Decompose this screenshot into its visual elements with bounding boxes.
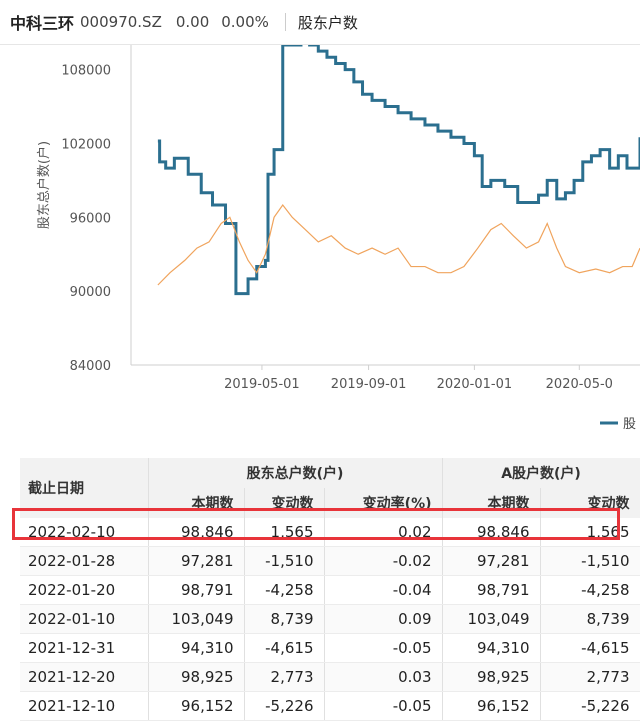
tab-shareholder-count[interactable]: 股东户数 [297, 13, 358, 32]
stock-change-pct: 0.00% [221, 13, 269, 31]
cell-a-change: -4,258 [540, 575, 640, 605]
shareholder-chart: 108000 102000 96000 90000 84000 2019-05-01 201… [0, 45, 640, 457]
series-price-line [157, 203, 640, 286]
y-tick-label: 108000 [61, 64, 111, 79]
y-tick-label: 96000 [70, 211, 111, 226]
cell-change: 1,565 [244, 518, 325, 547]
cell-total: 103,049 [148, 604, 245, 634]
legend-label: 股 [623, 417, 636, 432]
cell-date: 2021-12-10 [20, 691, 149, 721]
cell-a-total: 98,791 [442, 575, 541, 605]
y-tick-label: 84000 [70, 359, 111, 374]
cell-rate: -0.02 [324, 546, 443, 576]
cell-change: -1,510 [244, 546, 325, 576]
stock-name: 中科三环 [10, 14, 75, 33]
cell-a-total: 98,846 [442, 518, 541, 547]
cell-a-change: -1,510 [540, 546, 640, 576]
table-row: 2021-12-20 98,925 2,773 0.03 98,925 2,773 [20, 662, 640, 692]
cell-a-change: -5,226 [540, 691, 640, 721]
cell-total: 96,152 [148, 691, 245, 721]
cell-total: 98,925 [148, 662, 245, 692]
cell-change: -4,615 [244, 633, 325, 663]
cell-a-total: 103,049 [442, 604, 541, 634]
col-total-rate[interactable]: 变动率(%) [324, 488, 443, 518]
x-tick-label: 2019-09-01 [331, 377, 407, 392]
group-a-header: A股户数(户) [442, 458, 640, 488]
cell-date: 2021-12-31 [20, 633, 149, 663]
cell-total: 94,310 [148, 633, 245, 663]
cell-change: -4,258 [244, 575, 325, 605]
chart-svg: 108000 102000 96000 90000 84000 2019-05-01 201… [36, 45, 640, 432]
col-a-current[interactable]: 本期数 [442, 488, 541, 518]
y-tick-label: 102000 [61, 137, 111, 152]
col-total-current[interactable]: 本期数 [148, 488, 245, 518]
cell-a-change: 2,773 [540, 662, 640, 692]
cell-rate: 0.09 [324, 604, 443, 634]
cell-total: 98,846 [148, 518, 245, 547]
x-tick-label: 2019-05-01 [224, 377, 300, 392]
header-divider [284, 13, 286, 31]
shareholder-table-wrap: 截止日期 股东总户数(户) A股户数(户) 本期数 变动数 变动率(%) 本期数… [20, 458, 640, 721]
cell-rate: 0.03 [324, 662, 443, 692]
cell-a-total: 96,152 [442, 691, 541, 721]
cell-a-total: 97,281 [442, 546, 541, 576]
cell-a-change: 8,739 [540, 604, 640, 634]
cell-total: 97,281 [148, 546, 245, 576]
shareholder-table: 截止日期 股东总户数(户) A股户数(户) 本期数 变动数 变动率(%) 本期数… [20, 458, 640, 721]
col-date-header[interactable]: 截止日期 [20, 458, 149, 518]
x-tick-label: 2020-01-01 [437, 377, 513, 392]
y-tick-label: 90000 [70, 285, 111, 300]
cell-change: 2,773 [244, 662, 325, 692]
cell-a-change: 1,565 [540, 518, 640, 547]
table-row: 2021-12-10 96,152 -5,226 -0.05 96,152 -5,226 [20, 691, 640, 721]
cell-change: 8,739 [244, 604, 325, 634]
cell-rate: 0.02 [324, 518, 443, 547]
cell-date: 2022-01-28 [20, 546, 149, 576]
table-row: 2022-01-10 103,049 8,739 0.09 103,049 8,739 [20, 604, 640, 634]
cell-date: 2022-01-20 [20, 575, 149, 605]
cell-date: 2021-12-20 [20, 662, 149, 692]
cell-a-total: 98,925 [442, 662, 541, 692]
x-tick-label: 2020-05-0 [546, 377, 613, 392]
cell-a-total: 94,310 [442, 633, 541, 663]
cell-change: -5,226 [244, 691, 325, 721]
stock-price: 0.00 [175, 13, 210, 31]
table-row: 2022-01-20 98,791 -4,258 -0.04 98,791 -4,258 [20, 575, 640, 605]
stock-code: 000970.SZ [80, 13, 162, 31]
col-total-change[interactable]: 变动数 [244, 488, 325, 518]
cell-rate: -0.05 [324, 633, 443, 663]
cell-date: 2022-02-10 [20, 518, 149, 547]
cell-total: 98,791 [148, 575, 245, 605]
col-a-change[interactable]: 变动数 [540, 488, 640, 518]
cell-a-change: -4,615 [540, 633, 640, 663]
group-total-header: 股东总户数(户) [148, 458, 443, 488]
series-total-line [157, 45, 640, 296]
y-axis-label: 股东总户数(户) [36, 141, 52, 229]
stock-header: 中科三环 000970.SZ 0.00 0.00% 股东户数 [0, 0, 640, 45]
table-row: 2021-12-31 94,310 -4,615 -0.05 94,310 -4,615 [20, 633, 640, 663]
table-row: 2022-02-10 98,846 1,565 0.02 98,846 1,565 [20, 518, 640, 547]
table-row: 2022-01-28 97,281 -1,510 -0.02 97,281 -1,510 [20, 546, 640, 576]
cell-rate: -0.04 [324, 575, 443, 605]
cell-date: 2022-01-10 [20, 604, 149, 634]
cell-rate: -0.05 [324, 691, 443, 721]
